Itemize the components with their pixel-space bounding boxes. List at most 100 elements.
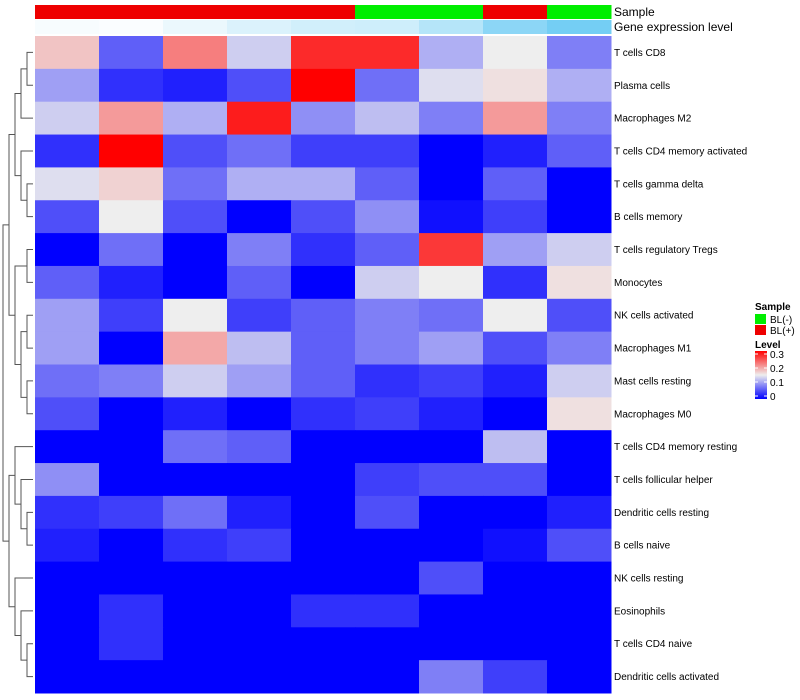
heatmap-cell: [355, 68, 420, 103]
heatmap-cell: [547, 36, 612, 70]
row-label: T cells gamma delta: [614, 179, 704, 190]
heatmap-cell: [483, 200, 548, 234]
dendrogram-branch: [8, 474, 15, 608]
heatmap-cell: [99, 200, 164, 234]
heatmap-cell: [483, 660, 548, 694]
heatmap-cell: [547, 463, 612, 497]
dendrogram-branch: [14, 577, 33, 637]
heatmap-cell: [355, 101, 420, 136]
heatmap-cell: [355, 331, 420, 365]
dendrogram-branch: [26, 249, 33, 283]
heatmap-cell: [483, 627, 548, 661]
heatmap-cell: [419, 36, 484, 70]
heatmap-cell: [547, 660, 612, 694]
heatmap-cell: [547, 397, 612, 431]
heatmap-cell: [483, 36, 548, 70]
heatmap-cell: [355, 528, 420, 563]
heatmap-cell: [483, 561, 548, 595]
dendrogram-branch: [2, 224, 9, 542]
heatmap-cell: [547, 331, 612, 365]
heatmap-cell: [35, 233, 100, 267]
dendrogram-branch: [26, 314, 33, 349]
heatmap-cell: [355, 134, 420, 168]
heatmap-cell: [291, 561, 356, 595]
heatmap-cell: [355, 364, 420, 398]
heatmap-cell: [483, 594, 548, 628]
row-label: Mast cells resting: [614, 376, 691, 387]
heatmap-cell: [35, 430, 100, 464]
heatmap-cell: [483, 331, 548, 365]
heatmap-cell: [35, 561, 100, 595]
row-label: T cells follicular helper: [614, 475, 713, 486]
sample-annotation-cell: [35, 5, 100, 19]
sample-annotation-cell: [483, 5, 548, 19]
heatmap-cell: [547, 430, 612, 464]
heatmap-cell: [483, 298, 548, 333]
heatmap-cell: [291, 101, 356, 136]
sample-annotation-cell: [291, 5, 356, 19]
row-label: T cells CD4 memory activated: [614, 146, 747, 157]
heatmap-cell: [547, 134, 612, 168]
heatmap-cell: [419, 101, 484, 136]
heatmap-cell: [355, 397, 420, 431]
row-label: Eosinophils: [614, 606, 665, 617]
heatmap-cell: [483, 167, 548, 201]
heatmap-cell: [355, 561, 420, 595]
row-label: Macrophages M1: [614, 344, 692, 355]
heatmap-cell: [163, 627, 228, 661]
row-label: NK cells activated: [614, 311, 693, 322]
heatmap-cell: [227, 331, 292, 365]
heatmap-cell: [227, 397, 292, 431]
heatmap-cell: [163, 430, 228, 464]
heatmap-cell: [227, 167, 292, 201]
heatmap-cell: [99, 167, 164, 201]
expression-annotation-cell: [419, 20, 484, 34]
heatmap-cell: [419, 561, 484, 595]
heatmap-cell: [227, 528, 292, 563]
heatmap-cell: [291, 36, 356, 70]
legend-sample-title: Sample: [755, 302, 791, 313]
sample-annotation-cell: [99, 5, 164, 19]
heatmap-cell: [547, 167, 612, 201]
heatmap-cell: [99, 233, 164, 267]
heatmap-cell: [163, 594, 228, 628]
legend-level-tick-0.1: 0.1: [770, 378, 784, 389]
heatmap-cell: [483, 463, 548, 497]
legend-label-bl-plus: BL(+): [770, 326, 795, 337]
row-label: T cells CD8: [614, 48, 666, 59]
heatmap-cell: [99, 528, 164, 563]
heatmap-cell: [227, 101, 292, 136]
heatmap-cell: [99, 331, 164, 365]
heatmap-cell: [355, 167, 420, 201]
row-label: Dendritic cells activated: [614, 672, 719, 683]
heatmap-cell: [483, 495, 548, 530]
heatmap-cell: [419, 134, 484, 168]
heatmap-cell: [291, 430, 356, 464]
heatmap-cell: [35, 660, 100, 694]
heatmap-cell: [419, 463, 484, 497]
heatmap-cell: [35, 134, 100, 168]
heatmap-cell: [35, 495, 100, 530]
heatmap-cell: [163, 36, 228, 70]
heatmap-cell: [355, 298, 420, 333]
heatmap-cell: [227, 660, 292, 694]
heatmap-cell: [99, 627, 164, 661]
legend-label-bl-minus: BL(-): [770, 315, 792, 326]
heatmap-cell: [227, 594, 292, 628]
row-label: Dendritic cells resting: [614, 508, 709, 519]
row-label: Macrophages M0: [614, 409, 692, 420]
legend-level-title: Level: [755, 340, 781, 351]
heatmap-cell: [291, 265, 356, 300]
heatmap-cell: [547, 298, 612, 333]
heatmap-cell: [483, 233, 548, 267]
heatmap-cell: [35, 200, 100, 234]
row-label: B cells memory: [614, 212, 682, 223]
heatmap-cell: [547, 68, 612, 103]
column-annotations: [35, 5, 612, 34]
heatmap-cell: [419, 167, 484, 201]
heatmap-cell: [291, 134, 356, 168]
heatmap-cell: [35, 298, 100, 333]
heatmap-cell: [291, 364, 356, 398]
heatmap-cell: [163, 561, 228, 595]
